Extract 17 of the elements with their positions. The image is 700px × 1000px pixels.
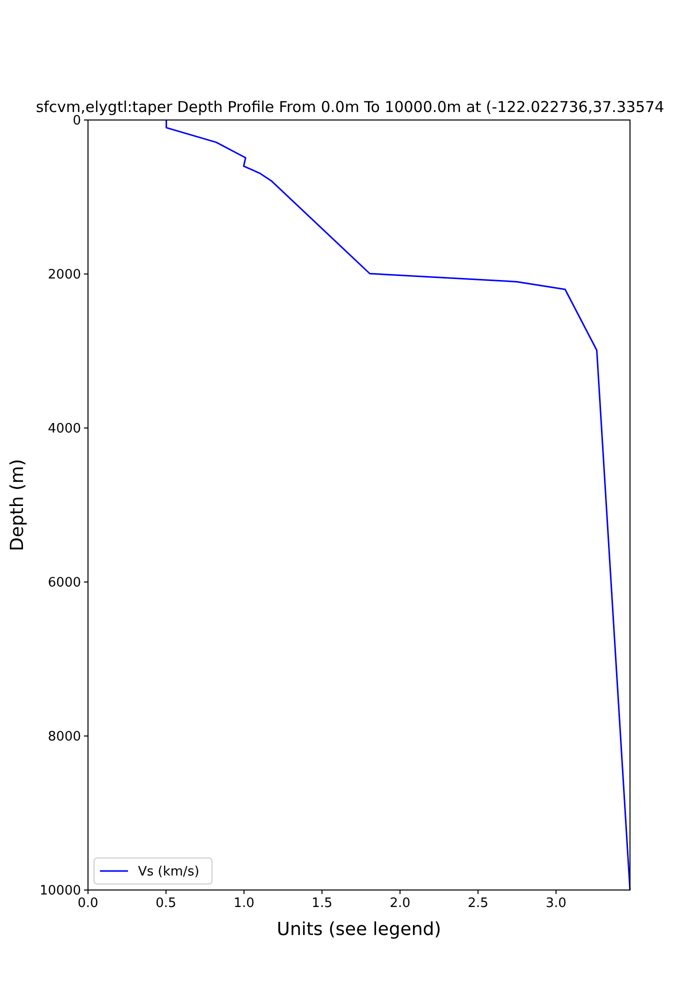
legend-label: Vs (km/s) — [138, 864, 200, 880]
y-tick-label: 10000 — [40, 884, 81, 899]
y-tick-label: 8000 — [48, 730, 81, 745]
x-tick-label: 2.0 — [390, 896, 410, 911]
x-tick-label: 3.0 — [546, 896, 566, 911]
y-tick-label: 0 — [72, 114, 81, 129]
y-tick-label: 2000 — [48, 268, 81, 283]
y-tick-label: 6000 — [48, 576, 81, 591]
x-tick-label: 1.0 — [234, 896, 254, 911]
x-tick-label: 0.0 — [78, 896, 98, 911]
chart-title: sfcvm,elygtl:taper Depth Profile From 0.0m To 10000.0m at (-122.022736,37.33574 — [36, 98, 664, 116]
x-tick-label: 0.5 — [156, 896, 176, 911]
x-axis-title: Units (see legend) — [276, 919, 442, 940]
y-tick-label: 4000 — [48, 422, 81, 437]
x-tick-label: 2.5 — [468, 896, 488, 911]
y-axis-title: Depth (m) — [7, 458, 28, 552]
x-tick-label: 1.5 — [312, 896, 332, 911]
